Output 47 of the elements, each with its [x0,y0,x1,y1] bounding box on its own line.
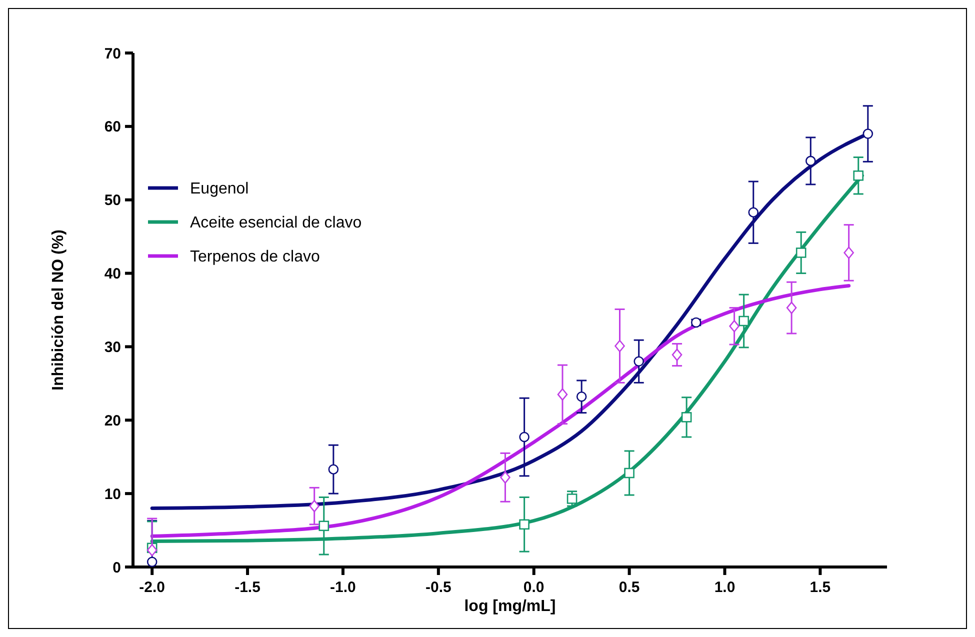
legend-label: Aceite esencial de clavo [190,214,362,232]
point [681,412,692,422]
y-tick-label: 60 [104,118,121,136]
x-axis-title: log [mg/mL] [464,598,556,615]
point [738,316,749,326]
point [786,302,797,314]
point [844,246,854,259]
x-tick-label: 0.0 [523,579,544,596]
x-tick-label: -1.0 [330,579,356,596]
point [309,500,320,512]
point [853,170,864,181]
x-tick-label: 0.5 [618,579,640,596]
x-tick-label: 1.5 [810,579,831,596]
point [146,544,158,556]
y-tick-label: 10 [104,486,121,503]
point [748,207,759,218]
point [862,128,874,139]
x-tick-label: -0.5 [425,579,452,596]
point [634,356,644,367]
point [672,348,682,361]
point [566,494,578,504]
point [318,520,330,532]
point [146,556,158,568]
legend-label: Terpenos de clavo [190,248,320,266]
y-tick-label: 70 [104,45,121,62]
point [576,391,587,402]
y-tick-label: 20 [104,412,121,430]
point [500,471,510,484]
y-tick-label: 0 [112,559,121,576]
point [624,468,634,478]
point [729,320,740,332]
x-tick-label: 1.0 [714,579,736,596]
point [557,388,568,401]
legend-label: Eugenol [190,180,249,198]
y-tick-label: 40 [104,266,121,283]
point [519,432,530,442]
point [796,248,806,258]
x-tick-label: -1.5 [234,579,260,596]
line-series [150,284,851,538]
x-tick-label: -2.0 [139,579,166,596]
y-tick-label: 30 [104,338,121,356]
point [614,340,625,352]
point [328,464,339,474]
y-axis-title: Inhibición del NO (%) [50,230,67,390]
point [805,156,816,166]
point [519,519,530,530]
y-tick-label: 50 [104,192,121,210]
